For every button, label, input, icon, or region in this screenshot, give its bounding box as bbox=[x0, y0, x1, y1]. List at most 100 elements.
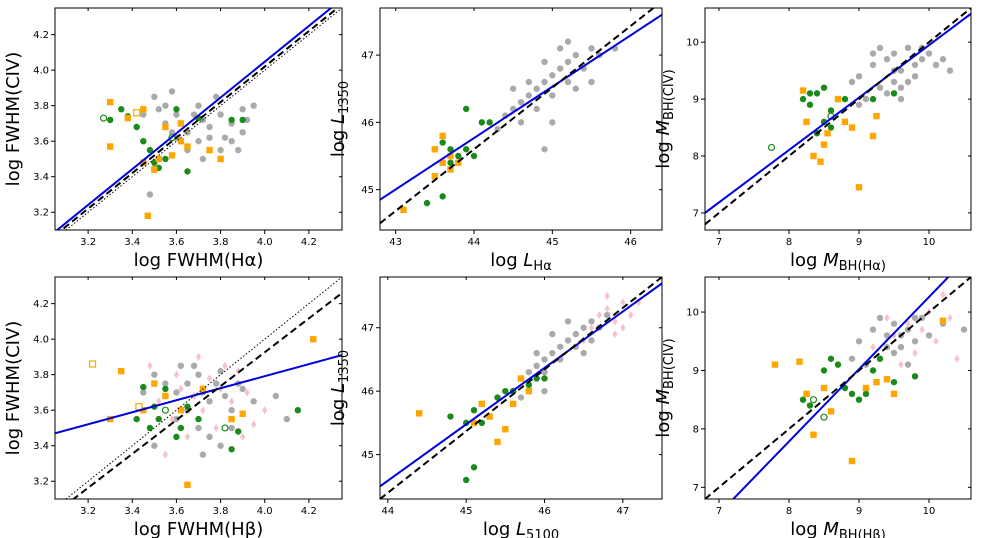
y-tick-label: 4.2 bbox=[33, 299, 49, 310]
data-point-pink-diamond bbox=[195, 352, 202, 361]
data-point-gray-circle bbox=[580, 324, 587, 331]
x-tick-label: 3.8 bbox=[213, 506, 229, 517]
data-point-orange-square bbox=[217, 155, 224, 163]
line-solid-blue bbox=[55, 8, 333, 230]
data-point-gray-circle bbox=[173, 389, 180, 396]
data-point-pink-diamond bbox=[596, 311, 602, 320]
data-point-gray-circle bbox=[239, 385, 246, 393]
data-point-gray-circle bbox=[549, 349, 556, 357]
data-point-gray-circle bbox=[177, 362, 185, 369]
data-point-gray-circle bbox=[564, 78, 572, 86]
data-point-gray-circle bbox=[588, 45, 595, 52]
data-point-pink-diamond bbox=[620, 323, 626, 332]
x-tick-label: 9 bbox=[856, 506, 862, 517]
data-point-green-circle bbox=[423, 199, 431, 207]
data-point-pink-diamond bbox=[628, 311, 634, 320]
data-point-orange-square bbox=[494, 438, 501, 446]
data-point-green-circle bbox=[813, 90, 821, 97]
data-point-gray-circle bbox=[190, 111, 198, 118]
data-point-pink-diamond bbox=[612, 317, 618, 326]
data-point-gray-circle bbox=[525, 78, 533, 86]
data-point-green-circle bbox=[827, 355, 835, 362]
data-point-gray-circle bbox=[146, 191, 154, 198]
data-point-gray-circle bbox=[206, 134, 213, 141]
y-axis-label: log MBH(CIV) bbox=[653, 69, 677, 168]
y-tick-label: 3.8 bbox=[33, 370, 49, 381]
data-point-green-circle bbox=[478, 119, 486, 126]
axes-frame bbox=[704, 276, 972, 500]
plot-area bbox=[380, 277, 662, 499]
data-point-orange-square bbox=[525, 387, 533, 395]
data-point-pink-diamond bbox=[173, 370, 180, 379]
data-point-gray-circle bbox=[173, 111, 180, 118]
data-point-gray-circle bbox=[235, 146, 242, 154]
data-point-gray-circle bbox=[217, 146, 224, 154]
data-point-orange-square bbox=[415, 410, 423, 417]
x-tick-label: 7 bbox=[716, 237, 722, 248]
y-tick-label: 4.0 bbox=[33, 66, 49, 77]
data-point-gray-circle bbox=[855, 338, 863, 345]
data-point-green-circle bbox=[184, 403, 191, 410]
data-point-green-circle bbox=[470, 152, 478, 160]
axes-frame bbox=[379, 276, 663, 500]
y-tick-label: 45 bbox=[361, 450, 374, 461]
data-point-gray-circle bbox=[525, 368, 533, 376]
data-point-gray-circle bbox=[904, 361, 912, 368]
data-point-orange-square bbox=[509, 400, 517, 408]
data-point-gray-circle bbox=[140, 389, 147, 396]
x-tick-label: 44 bbox=[468, 237, 481, 248]
data-point-gray-circle bbox=[155, 106, 162, 113]
data-point-green-circle bbox=[876, 355, 884, 362]
data-point-gray-circle bbox=[228, 407, 235, 414]
data-point-orange-square bbox=[799, 87, 807, 94]
data-point-gray-circle bbox=[890, 349, 898, 357]
y-tick-label: 3.2 bbox=[33, 477, 49, 488]
data-point-orange-square bbox=[155, 155, 162, 163]
data-point-orange-square bbox=[400, 206, 407, 214]
data-point-green-circle-open bbox=[809, 396, 818, 404]
data-point-pink-diamond bbox=[884, 313, 890, 322]
data-point-gray-circle bbox=[250, 102, 257, 109]
data-point-orange-square bbox=[228, 415, 235, 423]
data-point-gray-circle bbox=[897, 95, 905, 103]
data-point-green-circle-open bbox=[99, 114, 108, 122]
data-point-gray-circle bbox=[876, 44, 884, 52]
x-tick-label: 10 bbox=[923, 506, 936, 517]
data-point-gray-circle bbox=[494, 125, 501, 133]
data-point-gray-circle bbox=[564, 337, 572, 344]
data-point-gray-circle bbox=[184, 380, 191, 387]
data-point-gray-circle bbox=[869, 61, 877, 69]
data-point-gray-circle bbox=[603, 311, 611, 319]
data-point-orange-square bbox=[517, 375, 525, 382]
data-point-green-circle bbox=[799, 95, 807, 103]
y-tick-label: 7 bbox=[693, 208, 699, 219]
data-point-orange-square bbox=[873, 112, 880, 120]
y-axis-label: log FWHM(CIV) bbox=[3, 52, 24, 187]
data-point-green-circle bbox=[228, 116, 235, 124]
data-point-green-circle bbox=[911, 373, 919, 380]
data-point-pink-diamond bbox=[244, 388, 250, 397]
data-point-orange-square bbox=[939, 317, 947, 325]
panel-top-right: 7 8 9 10 7 8 9 10 log MBH(Hα) log MBH(CIV) bbox=[653, 7, 972, 274]
data-point-pink-diamond bbox=[262, 406, 268, 415]
data-point-orange-square-open bbox=[133, 109, 141, 117]
data-point-green-circle bbox=[806, 90, 814, 97]
data-point-orange-square-open bbox=[135, 403, 143, 411]
line-solid-blue bbox=[705, 12, 971, 214]
plot-area bbox=[55, 8, 342, 230]
data-point-green-circle bbox=[799, 396, 807, 403]
data-point-gray-circle bbox=[541, 146, 548, 153]
y-tick-label: 9 bbox=[693, 95, 699, 106]
x-tick-label: 44 bbox=[381, 506, 394, 517]
data-point-gray-circle bbox=[897, 67, 905, 74]
data-point-gray-circle bbox=[541, 58, 548, 66]
data-point-green-circle bbox=[890, 378, 898, 386]
data-point-gray-circle bbox=[541, 356, 548, 363]
line-dashed-black bbox=[380, 277, 662, 499]
data-point-gray-circle bbox=[168, 129, 176, 136]
data-point-orange-square bbox=[177, 407, 185, 414]
y-axis-label: log L1350 bbox=[328, 81, 352, 157]
x-axis-label: log LHα bbox=[490, 250, 552, 274]
data-point-orange-square bbox=[140, 106, 147, 113]
data-point-gray-circle bbox=[168, 88, 176, 95]
